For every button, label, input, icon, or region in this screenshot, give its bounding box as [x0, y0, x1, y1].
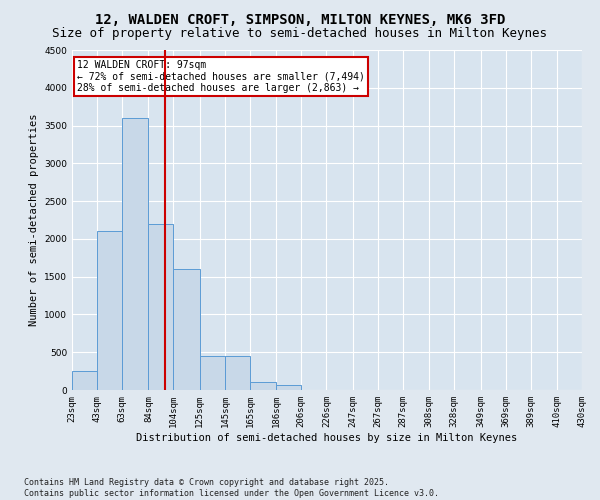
- Bar: [250, 382, 276, 390]
- Text: 12, WALDEN CROFT, SIMPSON, MILTON KEYNES, MK6 3FD: 12, WALDEN CROFT, SIMPSON, MILTON KEYNES…: [95, 12, 505, 26]
- Text: Contains HM Land Registry data © Crown copyright and database right 2025.
Contai: Contains HM Land Registry data © Crown c…: [24, 478, 439, 498]
- Bar: [173, 269, 200, 390]
- X-axis label: Distribution of semi-detached houses by size in Milton Keynes: Distribution of semi-detached houses by …: [136, 432, 518, 442]
- Text: 12 WALDEN CROFT: 97sqm
← 72% of semi-detached houses are smaller (7,494)
28% of : 12 WALDEN CROFT: 97sqm ← 72% of semi-det…: [77, 60, 365, 94]
- Bar: [97, 232, 122, 390]
- Bar: [122, 118, 148, 390]
- Bar: [276, 386, 301, 390]
- Bar: [72, 371, 97, 390]
- Bar: [225, 356, 250, 390]
- Text: Size of property relative to semi-detached houses in Milton Keynes: Size of property relative to semi-detach…: [53, 28, 548, 40]
- Y-axis label: Number of semi-detached properties: Number of semi-detached properties: [29, 114, 38, 326]
- Bar: [200, 356, 225, 390]
- Bar: [148, 224, 173, 390]
